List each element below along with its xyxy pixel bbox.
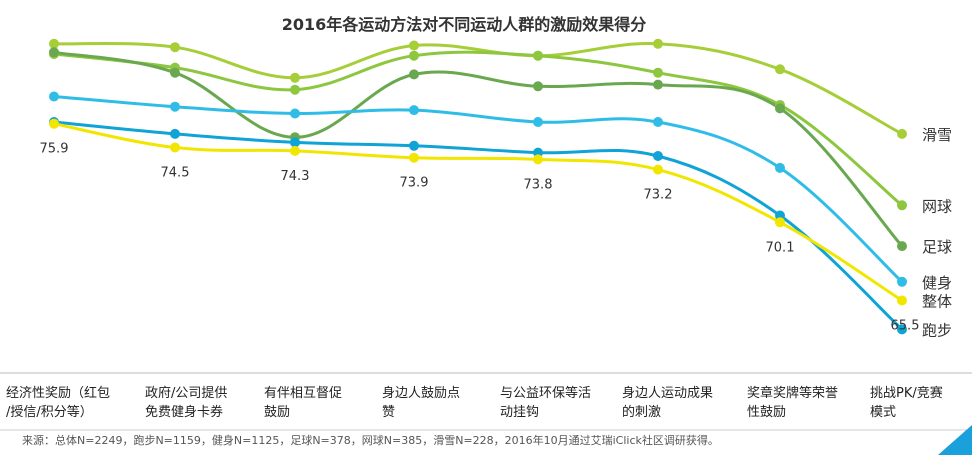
data-point [533,154,543,165]
data-label: 70.1 [766,240,795,255]
data-point [409,140,419,151]
data-point [653,164,663,175]
data-point [49,91,59,102]
category-label: 挑战PK/竞赛 [870,385,943,401]
series-points [49,38,907,335]
data-point [409,50,419,61]
data-label: 75.9 [40,142,69,157]
data-point [897,324,907,335]
category-label: 政府/公司提供 [145,385,227,401]
data-point [409,69,419,80]
category-label: /授信/积分等） [6,404,93,420]
data-point [170,67,180,78]
data-point [897,241,907,252]
data-point [775,64,785,75]
data-label: 74.3 [281,169,310,184]
data-point [653,67,663,78]
data-point [775,103,785,114]
category-label: 身边人鼓励点 [382,385,460,401]
data-point [290,72,300,83]
data-point [775,217,785,228]
data-point [897,128,907,139]
data-point [290,145,300,156]
legend-label: 滑雪 [922,126,952,144]
data-point [290,137,300,148]
data-label: 73.2 [644,188,673,203]
data-point [653,79,663,90]
series-line-2 [52,50,904,207]
data-point [170,42,180,53]
category-label: 经济性奖励（红包 [6,385,110,401]
category-label: 免费健身卡券 [145,404,223,420]
data-label: 73.8 [524,177,553,192]
data-point [49,47,59,58]
series-line-1 [52,41,904,136]
data-point [775,162,785,173]
data-point [533,117,543,127]
data-labels: 75.9 74.5 74.3 73.9 73.8 73.2 70.1 65.5 [40,142,920,334]
data-point [49,118,59,129]
data-point [49,38,59,49]
data-point [897,276,907,287]
data-point [409,152,419,163]
data-point [170,101,180,112]
legend-label: 网球 [922,197,952,215]
legend-label: 足球 [922,238,952,256]
series-lines [52,41,904,331]
category-label: 性鼓励 [747,405,786,420]
data-label: 73.9 [400,176,429,191]
series-line-5 [52,120,904,331]
legend-label: 跑步 [922,321,952,339]
category-label: 鼓励 [264,405,290,420]
chart-title: 2016年各运动方法对不同运动人群的激励效果得分 [282,15,647,34]
data-point [170,142,180,153]
category-label: 身边人运动成果 [622,385,713,401]
category-label: 有伴相互督促 [264,386,342,401]
data-label: 65.5 [891,319,920,334]
data-point [533,81,543,92]
data-point [409,105,419,116]
data-point [897,200,907,211]
data-point [897,295,907,306]
corner-decoration [938,425,972,455]
category-label: 赞 [382,405,395,420]
data-point [290,108,300,119]
data-point [653,151,663,161]
data-point [653,38,663,49]
data-point [653,117,663,127]
legend-label: 健身 [922,274,952,292]
category-label: 奖章奖牌等荣誉 [747,385,838,401]
data-point [290,84,300,95]
data-point [533,50,543,61]
category-label: 的刺激 [622,404,661,420]
data-label: 74.5 [161,166,190,181]
data-point [170,128,180,139]
category-label: 动挂钩 [500,405,539,420]
data-point [409,40,419,51]
source-note: 来源：总体N=2249，跑步N=1159，健身N=1125，足球N=378，网球… [22,433,719,447]
legend-label: 整体 [922,293,952,311]
category-label: 模式 [870,405,896,420]
category-label: 与公益环保等活 [500,385,591,401]
